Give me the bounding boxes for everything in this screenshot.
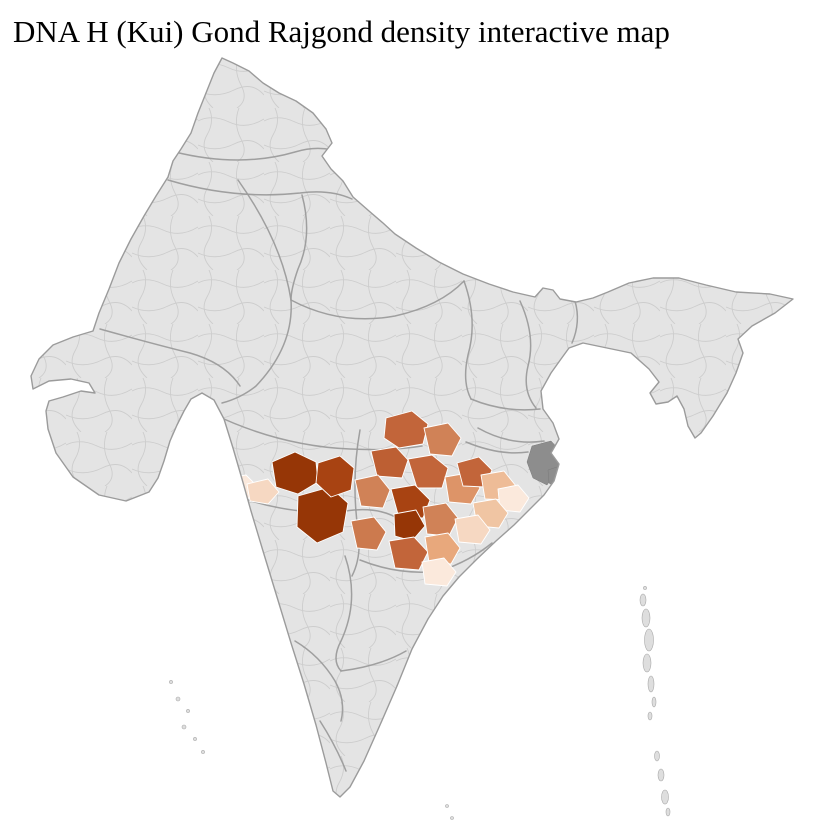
andaman-nicobar-islands[interactable] <box>639 586 671 817</box>
density-district[interactable] <box>370 446 409 479</box>
density-district[interactable] <box>422 502 459 537</box>
density-district[interactable] <box>350 516 387 551</box>
density-district[interactable] <box>423 422 462 457</box>
density-district[interactable] <box>246 478 280 505</box>
density-district[interactable] <box>421 557 457 587</box>
india-outline <box>30 57 794 798</box>
density-district[interactable] <box>383 410 429 449</box>
density-district[interactable] <box>393 509 426 542</box>
density-district[interactable] <box>315 455 355 498</box>
density-district[interactable] <box>424 532 461 565</box>
page-title: DNA H (Kui) Gond Rajgond density interac… <box>13 14 670 49</box>
lakshadweep-islands[interactable] <box>169 680 454 820</box>
density-district[interactable] <box>354 474 391 509</box>
density-district[interactable] <box>388 536 429 571</box>
density-districts <box>213 410 530 587</box>
density-district[interactable] <box>454 514 491 545</box>
